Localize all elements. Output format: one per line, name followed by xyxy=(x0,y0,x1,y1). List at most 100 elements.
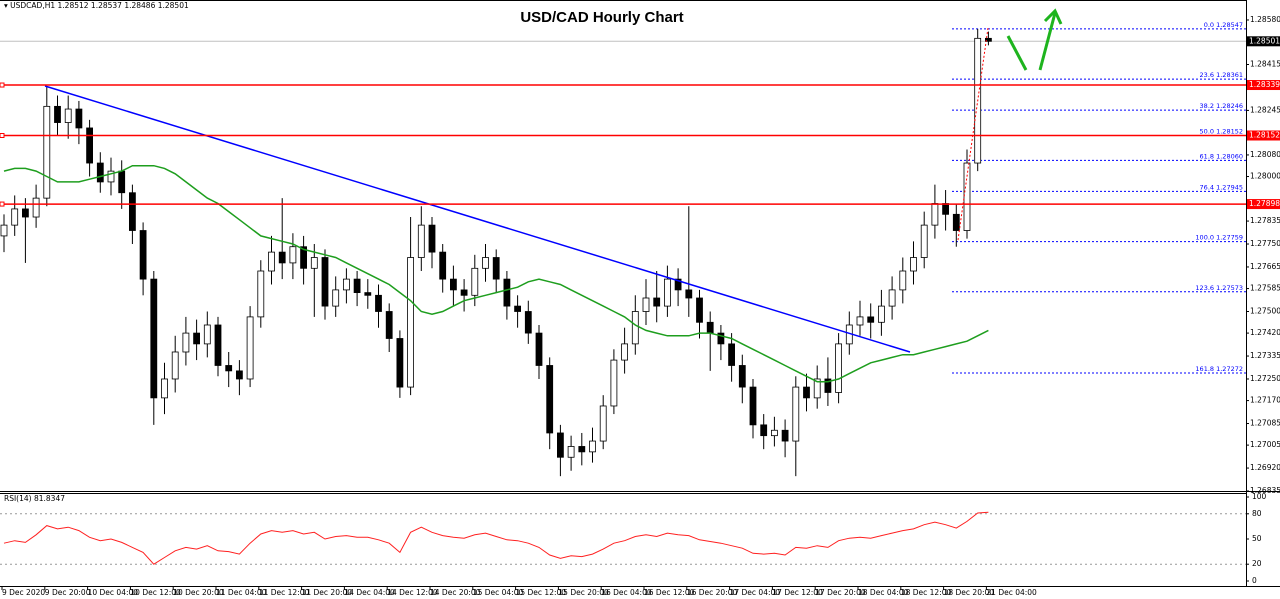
candle-body xyxy=(171,351,179,380)
candle-body xyxy=(963,162,971,231)
candle-body xyxy=(11,208,19,226)
candle-body xyxy=(278,251,286,264)
x-tick-label: 14 Dec 20:00 xyxy=(430,588,481,597)
price-tag xyxy=(1247,80,1280,91)
x-tick-label: 15 Dec 20:00 xyxy=(558,588,609,597)
low-value: 1.28486 xyxy=(124,1,155,10)
candle-body xyxy=(353,278,361,294)
y-tick-label: 1.27170 xyxy=(1250,396,1280,405)
x-tick-label: 10 Dec 12:00 xyxy=(130,588,181,597)
candle-body xyxy=(985,37,992,42)
fib-label: 0.0 1.28547 xyxy=(1204,21,1243,29)
price-tag-label: 1.28339 xyxy=(1249,80,1280,89)
fib-price: 1.28547 xyxy=(1216,21,1243,29)
candle-body xyxy=(407,257,415,388)
rsi-name: RSI(14) xyxy=(4,494,32,503)
candle-body xyxy=(471,267,479,296)
candle-body xyxy=(460,289,468,296)
candle-body xyxy=(920,224,928,258)
y-tick-label: 1.27750 xyxy=(1250,239,1280,248)
fib-level-name: 161.8 xyxy=(1195,365,1214,373)
price-level-handle xyxy=(0,82,5,88)
y-tick-label: 1.27250 xyxy=(1250,374,1280,383)
candle-body xyxy=(803,386,810,399)
x-tick-label: 14 Dec 12:00 xyxy=(387,588,438,597)
candle-body xyxy=(107,170,115,183)
x-tick-label: 11 Dec 20:00 xyxy=(302,588,353,597)
fib-label: 123.6 1.27573 xyxy=(1195,284,1243,292)
x-tick-label: 18 Dec 04:00 xyxy=(858,588,909,597)
candle-body xyxy=(492,257,500,280)
price-tag xyxy=(1247,199,1280,210)
candle-body xyxy=(182,332,190,353)
candle-body xyxy=(21,208,29,218)
fib-price: 1.28060 xyxy=(1216,152,1243,160)
candle-body xyxy=(706,321,714,334)
candle-body xyxy=(589,440,596,453)
fib-level-name: 38.2 xyxy=(1200,102,1214,110)
x-tick-label: 14 Dec 04:00 xyxy=(344,588,395,597)
candle-body xyxy=(664,278,671,307)
fib-label: 38.2 1.28246 xyxy=(1200,102,1243,110)
candle-body xyxy=(824,378,832,393)
candle-body xyxy=(813,378,821,399)
y-tick-label: 1.27085 xyxy=(1250,419,1280,428)
candle-body xyxy=(118,170,126,194)
arrow-stroke xyxy=(1038,12,1057,71)
candle-body xyxy=(310,257,318,269)
candle-body xyxy=(942,203,949,215)
candle-body xyxy=(738,365,746,388)
fib-price: 1.27945 xyxy=(1216,183,1243,191)
x-tick-label: 18 Dec 12:00 xyxy=(901,588,952,597)
y-tick-label: 1.27500 xyxy=(1250,306,1280,315)
candle-body xyxy=(161,378,168,399)
candle-body xyxy=(546,365,554,434)
candle-body xyxy=(514,305,521,312)
candle-body xyxy=(567,446,575,458)
x-tick-label: 11 Dec 04:00 xyxy=(216,588,267,597)
candle-body xyxy=(332,289,340,307)
candle-body xyxy=(0,224,8,237)
symbol: USDCAD,H1 xyxy=(10,1,55,10)
fib-label: 161.8 1.27272 xyxy=(1195,365,1243,373)
fib-price: 1.27759 xyxy=(1216,234,1243,242)
candle-body xyxy=(203,324,211,345)
candle-body xyxy=(289,246,297,264)
candle-body xyxy=(717,332,725,345)
x-tick-label: 9 Dec 2020 xyxy=(2,588,45,597)
y-tick-label: 1.28245 xyxy=(1250,105,1280,114)
fib-price: 1.27573 xyxy=(1216,284,1243,292)
arrow-stroke xyxy=(1006,35,1028,71)
candle-body xyxy=(835,343,842,393)
candle-body xyxy=(375,294,382,312)
candle-body xyxy=(557,432,564,458)
grid-layer xyxy=(0,19,1249,590)
candle-body xyxy=(225,365,233,372)
x-tick-label: 16 Dec 12:00 xyxy=(644,588,695,597)
x-tick-label: 21 Dec 04:00 xyxy=(986,588,1037,597)
x-tick-label: 18 Dec 20:00 xyxy=(944,588,995,597)
current-price-label: 1.28501 xyxy=(1249,36,1280,45)
y-tick-label: 1.28080 xyxy=(1250,150,1280,159)
candle-body xyxy=(96,162,104,183)
high-value: 1.28537 xyxy=(91,1,122,10)
candle-body xyxy=(621,343,628,361)
candle-body xyxy=(150,278,158,399)
y-tick-label: 1.26920 xyxy=(1250,463,1280,472)
candle-body xyxy=(771,429,778,437)
candle-body xyxy=(449,278,457,291)
candle-body xyxy=(321,257,329,307)
y-tick-label: 1.27420 xyxy=(1250,328,1280,337)
candle-body xyxy=(139,230,147,280)
candle-body xyxy=(888,289,896,307)
chart-title: USD/CAD Hourly Chart xyxy=(520,9,683,26)
candle-body xyxy=(867,316,875,323)
rsi-tick-label: 50 xyxy=(1252,534,1262,543)
x-tick-label: 17 Dec 04:00 xyxy=(730,588,781,597)
fib-level-name: 61.8 xyxy=(1200,152,1214,160)
candle-body xyxy=(749,386,757,426)
candle-body xyxy=(910,257,917,272)
y-tick-label: 1.28415 xyxy=(1250,60,1280,69)
rsi-tick-label: 100 xyxy=(1252,492,1267,501)
